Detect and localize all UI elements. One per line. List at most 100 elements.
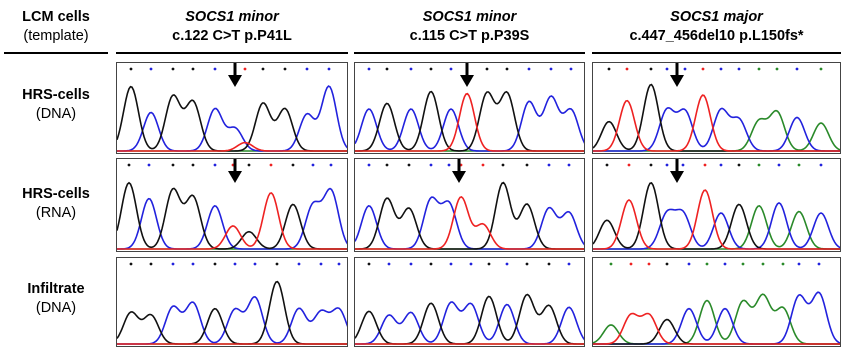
trace-r1-c3 [593,63,840,152]
trace-T [355,92,584,152]
column-1-divider [116,52,348,54]
column-3-divider [592,52,841,54]
corner-label-1: LCM cells [22,9,90,25]
row-header-2: HRS-cells (RNA) [0,185,112,223]
chromatogram-r2-c2 [354,158,585,252]
trace-C [117,187,347,250]
base-call-dot [367,67,371,71]
column-2-divider [354,52,585,54]
base-call-dot [429,262,433,266]
base-call-dot [329,163,333,167]
chromatogram-r1-c1 [116,62,348,154]
base-call-dot [665,262,669,266]
base-call-dot [481,163,485,167]
base-call-dot [525,163,529,167]
base-call-dot [269,163,273,167]
base-call-dot [261,67,265,71]
base-call-dot [129,262,133,266]
base-call-dot [367,163,371,167]
trace-C [117,85,347,152]
base-call-dot [149,67,153,71]
base-call-dot [291,163,295,167]
base-call-dot [213,163,217,167]
base-call-dot [819,67,823,71]
base-call-dot [723,262,727,266]
row-1-label: HRS-cells [22,87,90,103]
base-call-dot [775,67,779,71]
row-2-template: (RNA) [35,205,77,221]
base-call-dot [191,163,195,167]
base-call-dot [319,262,323,266]
base-call-dot [407,163,411,167]
trace-r2-c1 [117,159,347,250]
trace-T [593,94,840,152]
base-call-dot [171,163,175,167]
mutation-arrow-icon [452,159,466,183]
base-call-dot [275,262,279,266]
corner-divider [4,52,108,54]
chromatogram-r1-c2 [354,62,585,154]
chromatogram-r3-c2 [354,257,585,347]
base-call-dot [737,163,741,167]
trace-G [593,181,840,250]
column-1-mutation: c.122 C>T p.P41L [172,28,292,44]
base-call-dot [253,262,257,266]
base-call-dot [449,262,453,266]
base-call-dot [819,163,823,167]
mutation-arrow-icon [228,159,242,183]
trace-T [355,195,584,250]
trace-A [593,293,840,345]
base-call-dot [311,163,315,167]
mutation-arrow-icon [228,63,242,87]
base-call-dot [567,262,571,266]
trace-r2-c3 [593,159,840,250]
corner-label-2: (template) [23,28,89,44]
base-call-dot [525,262,529,266]
trace-T [593,189,840,250]
base-call-dot [387,262,391,266]
trace-r1-c2 [355,63,584,152]
trace-r1-c1 [117,63,347,152]
row-3-label: Infiltrate [27,281,85,297]
trace-r2-c2 [355,159,584,250]
trace-C [117,295,347,345]
base-call-dot [127,163,131,167]
mutation-arrow-icon [670,159,684,183]
base-call-dot [505,262,509,266]
base-call-dot [781,262,785,266]
base-call-dot [649,163,653,167]
base-call-dot [665,67,669,71]
base-call-dot [687,262,691,266]
base-call-dot [213,262,217,266]
base-call-dot [367,262,371,266]
base-call-dot [625,67,629,71]
row-header-1: HRS-cells (DNA) [0,86,112,124]
mutation-arrow-icon [460,63,474,87]
column-2-gene: SOCS1 minor [422,9,517,25]
trace-G [355,181,584,250]
trace-T [117,192,347,250]
base-call-dot [469,262,473,266]
base-call-dot [233,262,237,266]
column-header-1: SOCS1 minor c.122 C>T p.P41L [116,8,348,46]
base-call-dot [505,67,509,71]
base-call-dot [487,262,491,266]
base-call-dot [171,67,175,71]
base-call-dot [795,67,799,71]
base-call-dot [605,163,609,167]
trace-r3-c1 [117,262,347,345]
trace-C [355,95,584,152]
base-call-dot [149,262,153,266]
trace-C [355,196,584,250]
base-call-dot [447,163,451,167]
base-call-dot [681,163,685,167]
base-call-dot [129,67,133,71]
column-1-gene: SOCS1 minor [185,9,279,25]
base-call-dot [719,67,723,71]
corner-header: LCM cells (template) [0,8,112,46]
base-call-dot [609,262,613,266]
trace-A [593,205,840,250]
base-call-dot [701,67,705,71]
row-1-template: (DNA) [35,106,77,122]
base-call-dot [191,262,195,266]
